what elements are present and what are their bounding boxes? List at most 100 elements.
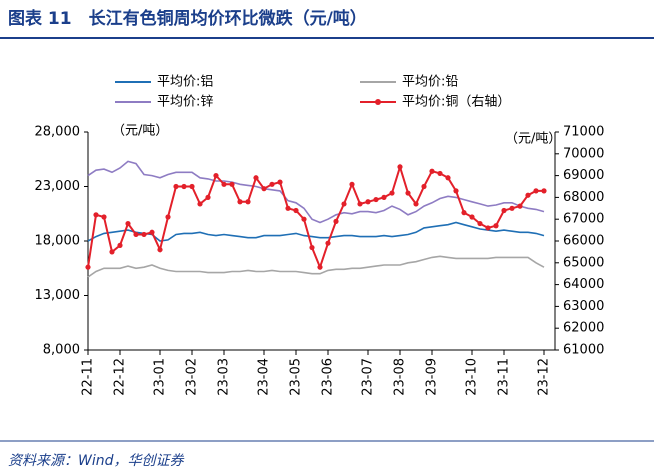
point	[333, 218, 339, 224]
point	[237, 199, 243, 205]
point	[221, 181, 227, 187]
x-tick-label: 23-05	[289, 358, 304, 396]
y2-tick-label: 62000	[563, 321, 604, 336]
point	[461, 210, 467, 216]
point	[389, 190, 395, 196]
point	[261, 186, 267, 192]
point	[533, 188, 539, 194]
point	[485, 225, 491, 231]
x-tick-label: 23-07	[361, 358, 376, 396]
x-tick-label: 23-08	[393, 358, 408, 396]
point	[493, 223, 499, 229]
point	[309, 244, 315, 251]
point	[141, 231, 147, 238]
x-tick-label: 22-11	[81, 358, 96, 396]
point	[317, 264, 323, 270]
legend-label: 平均价:铅	[402, 75, 458, 90]
x-tick-label: 22-12	[113, 358, 128, 396]
y-tick-label: 28,000	[35, 125, 81, 140]
y2-tick-label: 69000	[563, 168, 604, 183]
point	[421, 183, 427, 190]
point	[429, 168, 435, 174]
series-line	[87, 163, 544, 271]
x-tick-label: 23-10	[465, 358, 480, 396]
point	[437, 170, 443, 177]
x-tick-label: 23-02	[185, 358, 200, 396]
y2-tick-label: 68000	[563, 190, 604, 205]
y2-tick-label: 65000	[563, 255, 604, 270]
point	[229, 181, 235, 187]
y2-tick-label: 66000	[563, 234, 604, 249]
y-tick-label: 8,000	[43, 343, 80, 358]
point	[301, 216, 307, 222]
point	[341, 201, 347, 207]
point	[93, 212, 99, 218]
point	[293, 207, 299, 214]
y-tick-label: 13,000	[35, 288, 81, 303]
point	[125, 220, 131, 227]
point	[149, 229, 155, 235]
point	[269, 181, 275, 187]
x-tick-label: 23-01	[153, 358, 168, 396]
y-tick-label: 18,000	[35, 234, 81, 249]
point	[325, 240, 331, 246]
x-tick-label: 23-12	[537, 358, 552, 396]
point	[517, 203, 523, 209]
y2-tick-label: 67000	[563, 212, 604, 227]
legend-label: 平均价:铜（右轴）	[402, 95, 510, 110]
y-unit: （元/吨）	[112, 124, 168, 139]
source: 资料来源：Wind，华创证券	[8, 453, 184, 469]
legend-marker	[375, 99, 381, 105]
point	[245, 199, 251, 205]
point	[285, 205, 291, 211]
point	[453, 188, 459, 194]
x-tick-label: 23-03	[217, 358, 232, 396]
point	[205, 194, 211, 200]
point	[133, 231, 139, 238]
point	[117, 242, 123, 248]
point	[101, 214, 107, 220]
point	[197, 201, 203, 207]
y2-tick-label: 61000	[563, 343, 604, 358]
point	[213, 173, 219, 179]
point	[509, 205, 515, 211]
point	[365, 199, 371, 205]
legend-label: 平均价:铝	[157, 75, 213, 90]
point	[85, 264, 91, 270]
series-line	[87, 255, 545, 278]
point	[277, 179, 283, 185]
y2-tick-label: 63000	[563, 299, 604, 314]
point	[357, 201, 363, 207]
y-tick-label: 23,000	[35, 179, 81, 194]
point	[397, 164, 403, 170]
point	[173, 183, 179, 190]
point	[469, 214, 475, 220]
point	[109, 249, 115, 255]
point	[181, 183, 187, 190]
point	[253, 175, 259, 181]
point	[525, 192, 531, 198]
legend-label: 平均价:锌	[157, 95, 213, 110]
point	[157, 247, 163, 253]
point	[541, 188, 547, 194]
y2-tick-label: 70000	[563, 146, 604, 161]
y2-unit: （元/吨）	[505, 132, 561, 147]
point	[189, 183, 195, 190]
x-tick-label: 23-11	[497, 358, 512, 396]
series-line	[87, 221, 545, 242]
y2-tick-label: 71000	[563, 125, 604, 140]
point	[165, 214, 171, 220]
point	[501, 207, 507, 214]
x-tick-label: 23-04	[257, 358, 272, 396]
y2-tick-label: 64000	[563, 277, 604, 292]
point	[373, 196, 379, 203]
chart-title: 图表 11 长江有色铜周均价环比微跌（元/吨）	[8, 8, 367, 29]
point	[477, 220, 483, 227]
x-tick-label: 23-06	[321, 358, 336, 396]
point	[445, 175, 451, 181]
x-tick-label: 23-09	[425, 358, 440, 396]
point	[413, 201, 419, 207]
point	[349, 181, 355, 187]
point	[405, 190, 411, 196]
